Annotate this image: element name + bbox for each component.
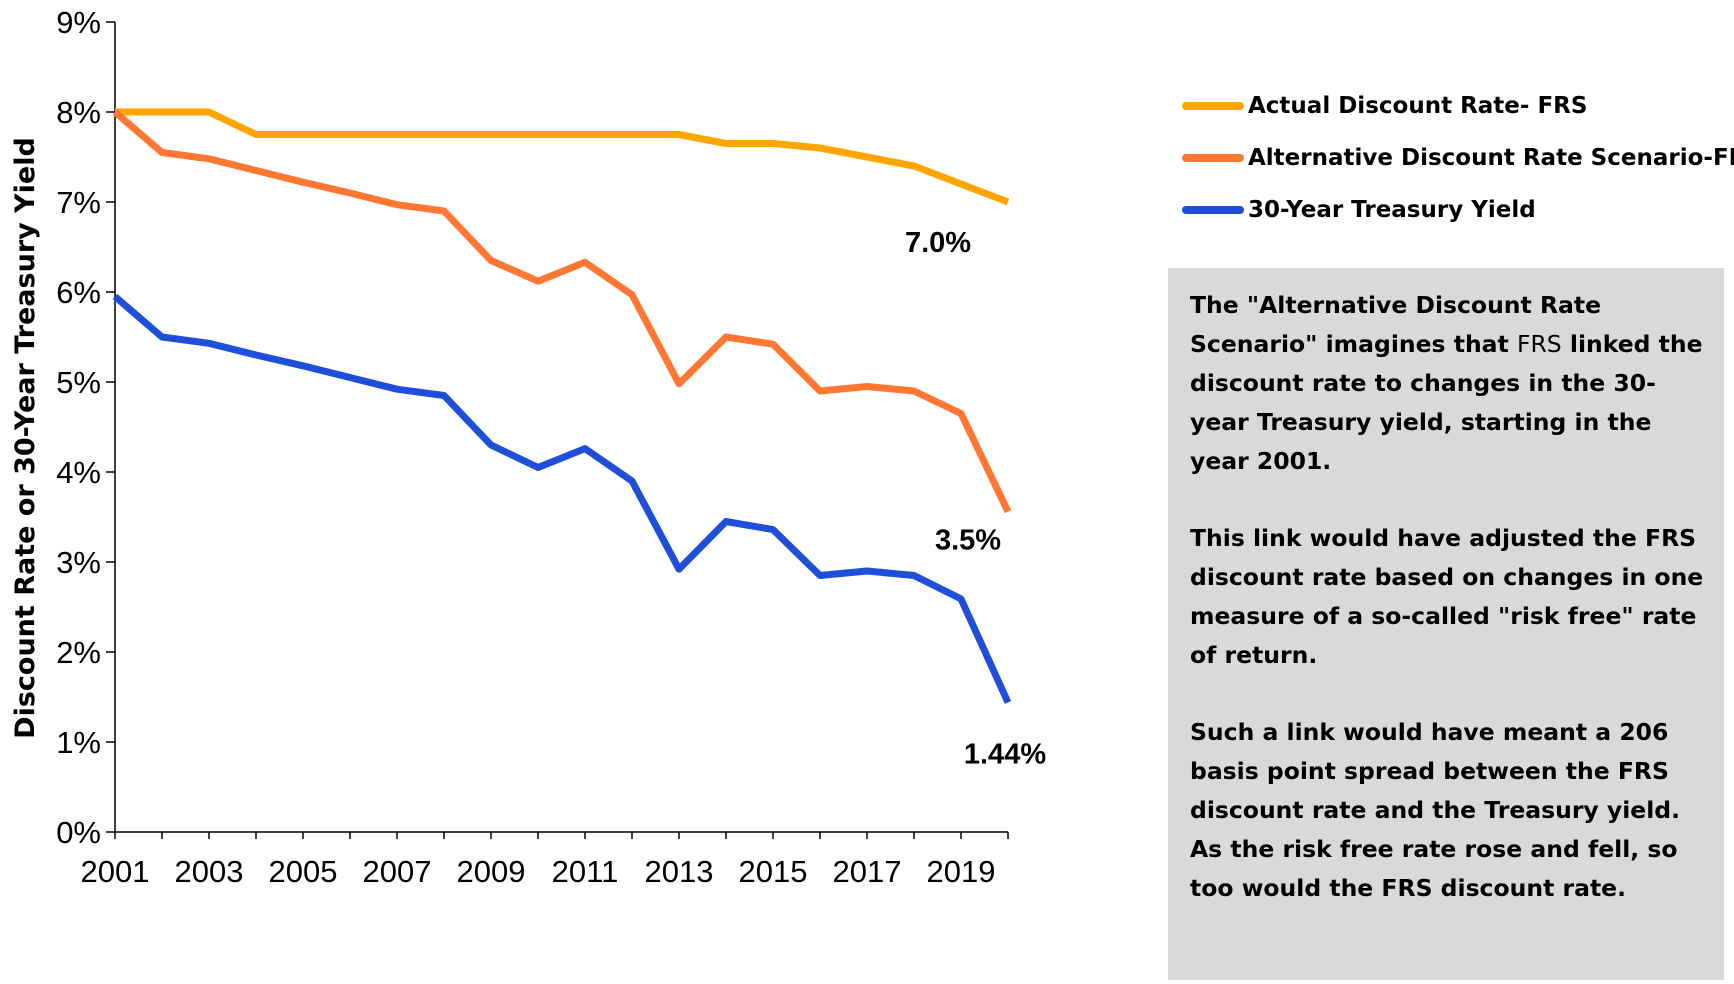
legend-label-alternative-rate: Alternative Discount Rate Scenario-FRS bbox=[1248, 145, 1734, 171]
axes bbox=[106, 21, 1009, 839]
chart-legend: Actual Discount Rate- FRS Alternative Di… bbox=[1182, 80, 1734, 236]
legend-label-treasury-yield: 30-Year Treasury Yield bbox=[1248, 197, 1536, 223]
annotation-paragraph-3: Such a link would have meant a 206 basis… bbox=[1190, 718, 1681, 902]
series-line-1 bbox=[115, 108, 1010, 206]
y-axis-title: Discount Rate or 30-Year Treasury Yield bbox=[10, 137, 41, 739]
y-tick-label: 1% bbox=[56, 725, 101, 760]
legend-swatch-alternative-rate bbox=[1182, 154, 1244, 162]
annotation-text: linked the discount rate to changes in t… bbox=[1190, 330, 1703, 475]
y-tick-label: 3% bbox=[56, 545, 101, 580]
legend-swatch-actual-rate bbox=[1182, 102, 1244, 110]
x-tick-label: 2015 bbox=[739, 854, 808, 889]
annotation-box: The "Alternative Discount Rate Scenario"… bbox=[1168, 268, 1724, 980]
y-tick-label: 8% bbox=[56, 95, 101, 130]
annotation-paragraph-1: The "Alternative Discount Rate Scenario"… bbox=[1190, 286, 1714, 481]
series-line-3 bbox=[112, 293, 1012, 704]
x-tick-label: 2001 bbox=[81, 854, 150, 889]
y-tick-label: 4% bbox=[56, 455, 101, 490]
y-tick-label: 2% bbox=[56, 635, 101, 670]
x-tick-label: 2003 bbox=[175, 854, 244, 889]
legend-item-treasury-yield: 30-Year Treasury Yield bbox=[1182, 184, 1734, 236]
legend-label-actual-rate: Actual Discount Rate- FRS bbox=[1248, 93, 1588, 119]
label-layer: 0% 1% 2% 3% 4% 5% 6% 7% 8% 9% 2001 2003 2005 2007 2009… bbox=[56, 5, 1046, 889]
x-tick-label: 2013 bbox=[645, 854, 714, 889]
y-tick-label: 7% bbox=[56, 185, 101, 220]
y-tick-label: 5% bbox=[56, 365, 101, 400]
x-tick-label: 2019 bbox=[927, 854, 996, 889]
end-value-label: 7.0% bbox=[905, 227, 971, 259]
line-chart: 0% 1% 2% 3% 4% 5% 6% 7% 8% 9% 2001 2003 2005 2007 2009… bbox=[10, 5, 1046, 889]
x-tick-label: 2009 bbox=[457, 854, 526, 889]
annotation-paragraph-2: This link would have adjusted the FRS di… bbox=[1190, 524, 1704, 669]
annotation-frs-text: FRS bbox=[1516, 330, 1562, 358]
end-value-label: 1.44% bbox=[964, 738, 1046, 770]
x-tick-label: 2017 bbox=[833, 854, 902, 889]
legend-item-actual-rate: Actual Discount Rate- FRS bbox=[1182, 80, 1734, 132]
end-value-label: 3.5% bbox=[935, 525, 1001, 557]
x-tick-label: 2007 bbox=[363, 854, 432, 889]
y-tick-label: 6% bbox=[56, 275, 101, 310]
legend-item-alternative-rate: Alternative Discount Rate Scenario-FRS bbox=[1182, 132, 1734, 184]
legend-swatch-treasury-yield bbox=[1182, 206, 1244, 214]
series-layer bbox=[112, 108, 1012, 704]
x-tick-label: 2011 bbox=[552, 854, 619, 889]
x-tick-label: 2005 bbox=[269, 854, 338, 889]
y-tick-label: 9% bbox=[56, 5, 101, 40]
annotation-text: The "Alternative Discount Rate Scenario"… bbox=[1190, 291, 1602, 358]
y-tick-label: 0% bbox=[56, 815, 101, 850]
series-line-2 bbox=[112, 109, 1012, 514]
